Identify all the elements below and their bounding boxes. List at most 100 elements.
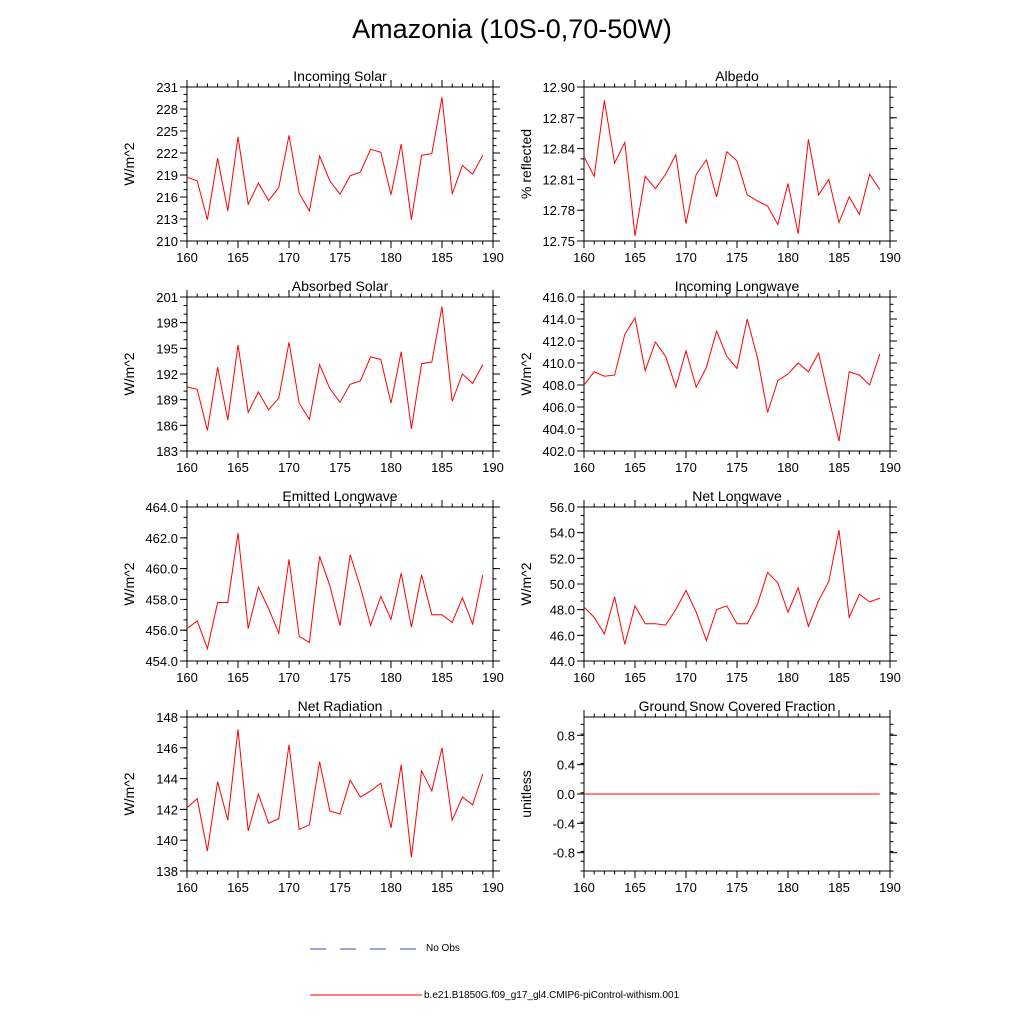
x-tick-label: 170 <box>278 880 300 895</box>
x-tick-label: 175 <box>726 460 748 475</box>
y-tick-label: 219 <box>156 168 178 183</box>
x-tick-label: 165 <box>227 460 249 475</box>
y-tick-label: 225 <box>156 124 178 139</box>
chart-panel: Net Radiation W/m^2 160 165 170 175 180 185 190 1… <box>121 698 504 895</box>
x-tick-label: 175 <box>329 880 351 895</box>
y-tick-label: 410.0 <box>542 356 575 371</box>
y-tick-label: -0.8 <box>553 846 575 861</box>
y-axis-label: W/m^2 <box>518 562 534 605</box>
y-tick-label: 464.0 <box>145 500 178 515</box>
x-tick-label: 175 <box>329 670 351 685</box>
x-tick-label: 190 <box>879 880 901 895</box>
y-axis-label: W/m^2 <box>121 142 137 185</box>
x-tick-label: 160 <box>573 250 595 265</box>
x-tick-label: 170 <box>278 250 300 265</box>
y-tick-label: 142 <box>156 802 178 817</box>
x-tick-label: 190 <box>482 670 504 685</box>
y-tick-label: 183 <box>156 444 178 459</box>
x-tick-label: 190 <box>482 880 504 895</box>
legend-model-label: b.e21.B1850G.f09_g17_gl4.CMIP6-piControl… <box>424 990 680 1001</box>
y-tick-label: 454.0 <box>145 654 178 669</box>
y-axis-label: W/m^2 <box>518 352 534 395</box>
x-tick-label: 165 <box>624 250 646 265</box>
x-tick-label: 185 <box>828 460 850 475</box>
y-tick-label: 12.90 <box>542 80 575 95</box>
x-tick-label: 165 <box>624 880 646 895</box>
x-tick-label: 170 <box>675 880 697 895</box>
y-tick-label: 146 <box>156 741 178 756</box>
y-tick-label: 12.84 <box>542 142 575 157</box>
y-tick-label: 0.4 <box>557 758 575 773</box>
legend-no-obs <box>310 948 420 950</box>
y-tick-label: 148 <box>156 710 178 725</box>
x-tick-label: 180 <box>380 250 402 265</box>
y-tick-label: 460.0 <box>145 562 178 577</box>
plot-frame <box>583 296 891 452</box>
y-tick-label: 228 <box>156 102 178 117</box>
legend-no-obs-label: No Obs <box>426 943 460 954</box>
y-axis-label: % reflected <box>518 129 534 199</box>
x-tick-label: 165 <box>624 670 646 685</box>
y-tick-label: 201 <box>156 290 178 305</box>
plot-frame <box>186 506 494 662</box>
y-tick-label: 412.0 <box>542 334 575 349</box>
x-tick-label: 190 <box>879 460 901 475</box>
x-tick-label: 185 <box>431 880 453 895</box>
y-tick-label: -0.4 <box>553 816 575 831</box>
x-tick-label: 170 <box>675 670 697 685</box>
y-tick-label: 416.0 <box>542 290 575 305</box>
y-axis-label: W/m^2 <box>121 772 137 815</box>
plot-frame <box>583 86 891 242</box>
series-line <box>186 97 484 220</box>
series-line <box>186 306 484 431</box>
chart-title: Absorbed Solar <box>292 278 389 294</box>
series-line <box>186 729 484 858</box>
y-tick-label: 213 <box>156 212 178 227</box>
x-tick-label: 185 <box>828 250 850 265</box>
x-tick-label: 180 <box>380 880 402 895</box>
y-tick-label: 192 <box>156 367 178 382</box>
x-tick-label: 160 <box>573 880 595 895</box>
x-tick-label: 160 <box>573 670 595 685</box>
x-tick-label: 160 <box>176 670 198 685</box>
y-tick-label: 50.0 <box>550 577 575 592</box>
x-tick-label: 165 <box>227 880 249 895</box>
chart-panel: Albedo % reflected 160 165 170 175 180 185 190 12… <box>518 68 901 265</box>
series-line <box>186 533 484 651</box>
y-tick-label: 456.0 <box>145 623 178 638</box>
y-axis-label: W/m^2 <box>121 352 137 395</box>
x-tick-label: 160 <box>176 880 198 895</box>
x-tick-label: 185 <box>431 460 453 475</box>
y-tick-label: 48.0 <box>550 603 575 618</box>
x-tick-label: 160 <box>176 460 198 475</box>
x-tick-label: 180 <box>777 880 799 895</box>
x-tick-label: 190 <box>482 250 504 265</box>
legend-model <box>310 994 422 996</box>
y-axis-label: unitless <box>518 770 534 817</box>
x-tick-label: 180 <box>777 250 799 265</box>
y-tick-label: 56.0 <box>550 500 575 515</box>
page-title: Amazonia (10S-0,70-50W) <box>352 14 672 44</box>
y-tick-label: 12.78 <box>542 203 575 218</box>
y-tick-label: 231 <box>156 80 178 95</box>
x-tick-label: 190 <box>879 250 901 265</box>
chart-title: Net Longwave <box>692 488 782 504</box>
x-tick-label: 165 <box>227 670 249 685</box>
y-tick-label: 54.0 <box>550 526 575 541</box>
y-tick-label: 406.0 <box>542 400 575 415</box>
x-tick-label: 165 <box>624 460 646 475</box>
y-tick-label: 12.81 <box>542 172 575 187</box>
y-tick-label: 189 <box>156 393 178 408</box>
plot-frame <box>186 296 494 452</box>
chart-title: Emitted Longwave <box>282 488 397 504</box>
chart-panel: Incoming Longwave W/m^2 160 165 170 175 180 185… <box>518 278 901 475</box>
chart-panel: Incoming Solar W/m^2 160 165 170 175 180 185 190… <box>121 68 504 265</box>
plot-frame <box>186 716 494 872</box>
chart-title: Albedo <box>715 68 759 84</box>
series-line <box>583 316 881 442</box>
y-tick-label: 195 <box>156 341 178 356</box>
x-tick-label: 175 <box>726 670 748 685</box>
x-tick-label: 190 <box>482 460 504 475</box>
y-tick-label: 458.0 <box>145 592 178 607</box>
